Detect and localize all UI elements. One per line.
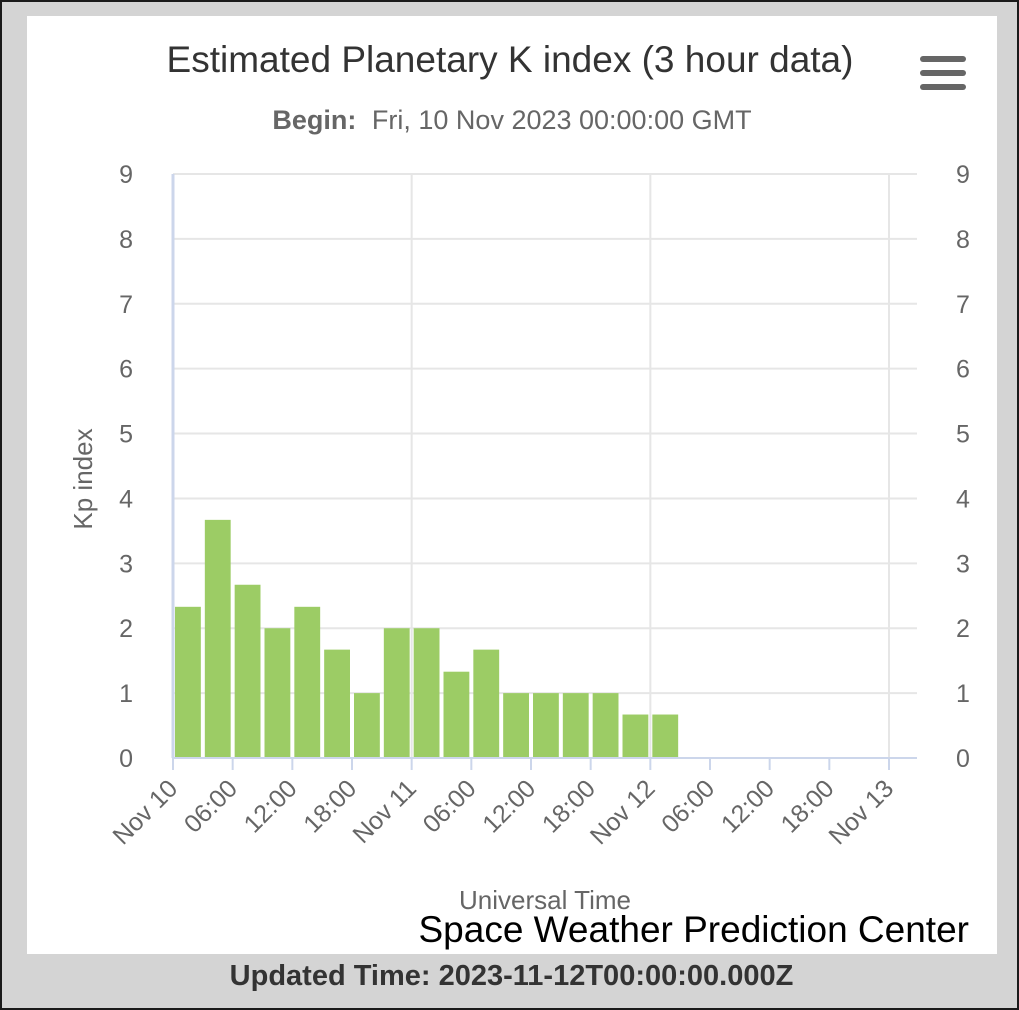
kp-bar xyxy=(622,714,649,758)
y-tick-label-left: 5 xyxy=(119,421,133,449)
kp-bar xyxy=(443,671,470,758)
y-tick-label-left: 8 xyxy=(119,226,133,254)
y-tick-label-left: 2 xyxy=(119,615,133,643)
kp-bar xyxy=(592,693,619,758)
chart-panel: 0 0 1 1 2 2 3 3 4 4 5 5 6 6 7 7 8 8 9 9 Nov 10 06:00 12:00 18:0… xyxy=(27,16,997,954)
y-tick-label-right: 4 xyxy=(956,485,970,513)
bars-layer xyxy=(175,519,679,758)
kp-bar xyxy=(533,693,559,758)
subtitle-begin-label: Begin: xyxy=(272,105,356,135)
y-tick-label-right: 8 xyxy=(956,226,970,254)
x-tick-label: 12:00 xyxy=(716,774,780,838)
x-tick-label: Nov 13 xyxy=(823,774,899,850)
y-axis-title: Kp index xyxy=(68,428,98,529)
hamburger-menu-icon[interactable] xyxy=(920,56,966,90)
y-tick-label-right: 6 xyxy=(956,356,970,384)
axis-layer xyxy=(171,174,917,770)
x-tick-label: Nov 11 xyxy=(347,774,422,849)
kp-bar xyxy=(383,628,410,758)
kp-bar xyxy=(264,628,291,758)
kp-bar xyxy=(204,519,231,758)
kp-bar xyxy=(175,606,201,758)
kp-bar xyxy=(473,649,500,758)
kp-bar xyxy=(562,693,589,758)
x-tick-label: 12:00 xyxy=(477,774,541,838)
chart-subtitle: Begin: Fri, 10 Nov 2023 00:00:00 GMT xyxy=(272,105,751,135)
subtitle-begin-value: Fri, 10 Nov 2023 00:00:00 GMT xyxy=(372,105,752,135)
y-tick-label-right: 1 xyxy=(956,680,970,708)
kp-bar xyxy=(652,714,679,758)
x-axis-title: Universal Time xyxy=(459,885,631,915)
x-tick-label: 06:00 xyxy=(418,774,482,838)
chart-title: Estimated Planetary K index (3 hour data… xyxy=(167,39,854,80)
y-tick-label-right: 0 xyxy=(956,745,970,773)
y-tick-label-right: 3 xyxy=(956,550,970,578)
y-tick-label-right: 9 xyxy=(956,161,970,189)
kp-bar xyxy=(503,693,529,758)
updated-time: Updated Time: 2023-11-12T00:00:00.000Z xyxy=(229,960,794,992)
x-tick-label: Nov 10 xyxy=(107,774,183,850)
x-tick-label: Nov 12 xyxy=(585,774,661,850)
y-tick-label-left: 7 xyxy=(119,291,133,319)
y-tick-label-left: 0 xyxy=(119,745,133,773)
x-tick-label: 12:00 xyxy=(239,774,303,838)
x-tick-label: 06:00 xyxy=(656,774,720,838)
y-tick-label-left: 3 xyxy=(119,550,133,578)
kp-bar xyxy=(324,649,350,758)
credit-text: Space Weather Prediction Center xyxy=(418,909,969,950)
y-tick-label-right: 7 xyxy=(956,291,970,319)
kp-bar xyxy=(294,606,321,758)
y-tick-label-right: 2 xyxy=(956,615,970,643)
x-tick-label: 06:00 xyxy=(179,774,243,838)
y-tick-label-right: 5 xyxy=(956,421,970,449)
kp-bar xyxy=(234,584,261,758)
y-tick-label-left: 1 xyxy=(119,680,133,708)
y-tick-label-left: 9 xyxy=(119,161,133,189)
y-tick-label-left: 4 xyxy=(119,485,133,513)
y-tick-label-left: 6 xyxy=(119,356,133,384)
kp-bar xyxy=(354,693,380,758)
kp-bar xyxy=(413,628,440,758)
